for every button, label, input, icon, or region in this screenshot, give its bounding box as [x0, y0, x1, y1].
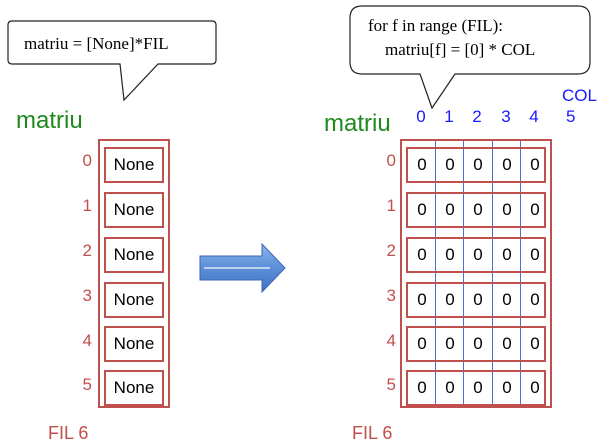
grid-cell: 0 [473, 245, 483, 264]
grid-cell: 0 [445, 290, 455, 309]
col-count: 5 [566, 107, 576, 126]
left-matrix-title: matriu [16, 107, 83, 134]
grid-cell: 0 [417, 378, 427, 397]
right-col-index: 0 [416, 107, 426, 126]
right-bubble-code-line2: matriu[f] = [0] * COL [368, 40, 536, 59]
right-arrow-icon [199, 242, 286, 294]
grid-cell: 0 [445, 200, 455, 219]
left-row-index: 0 [82, 151, 92, 170]
left-row-index: 4 [82, 331, 92, 350]
grid-row [406, 237, 546, 273]
right-matrix-title: matriu [324, 110, 391, 137]
grid-cell: 0 [530, 200, 540, 219]
grid-cell: 0 [473, 290, 483, 309]
right-row-index: 4 [386, 331, 396, 350]
left-row-index: 1 [82, 196, 92, 215]
left-matrix: None None None None None None [98, 139, 170, 408]
left-row-index: 3 [82, 286, 92, 305]
right-fil-label: FIL 6 [352, 423, 393, 443]
grid-cell: 0 [417, 245, 427, 264]
column-divider [435, 141, 436, 406]
grid-cell: 0 [530, 290, 540, 309]
right-col-index: 1 [444, 107, 454, 126]
grid-row [406, 326, 546, 362]
left-cell: None [104, 237, 164, 273]
grid-cell: 0 [445, 334, 455, 353]
grid-cell: 0 [530, 334, 540, 353]
grid-row [406, 192, 546, 228]
grid-cell: 0 [502, 290, 512, 309]
left-cell: None [104, 370, 164, 406]
grid-cell: 0 [473, 155, 483, 174]
column-divider [463, 141, 464, 406]
grid-cell: 0 [473, 334, 483, 353]
right-code-bubble [349, 5, 591, 110]
grid-row [406, 147, 546, 183]
left-cell: None [104, 282, 164, 318]
grid-cell: 0 [530, 155, 540, 174]
grid-cell: 0 [502, 200, 512, 219]
grid-cell: 0 [417, 200, 427, 219]
grid-cell: 0 [530, 245, 540, 264]
right-col-index: 2 [472, 107, 482, 126]
left-row-index: 2 [82, 241, 92, 260]
grid-cell: 0 [417, 290, 427, 309]
grid-row [406, 370, 546, 406]
right-bubble-code-line1: for f in range (FIL): [368, 16, 504, 35]
grid-cell: 0 [502, 245, 512, 264]
grid-cell: 0 [473, 200, 483, 219]
grid-cell: 0 [530, 378, 540, 397]
right-row-index: 5 [386, 375, 396, 394]
grid-cell: 0 [445, 378, 455, 397]
grid-cell: 0 [445, 155, 455, 174]
grid-cell: 0 [502, 334, 512, 353]
right-col-index: 3 [501, 107, 511, 126]
grid-cell: 0 [502, 378, 512, 397]
left-fil-label: FIL 6 [48, 423, 89, 443]
column-divider [520, 141, 521, 406]
grid-cell: 0 [417, 334, 427, 353]
grid-cell: 0 [417, 155, 427, 174]
left-cell: None [104, 147, 164, 183]
left-code-bubble [7, 20, 217, 102]
right-row-index: 0 [386, 151, 396, 170]
grid-cell: 0 [502, 155, 512, 174]
left-bubble-code: matriu = [None]*FIL [24, 34, 169, 53]
column-divider [492, 141, 493, 406]
right-row-index: 2 [386, 241, 396, 260]
grid-cell: 0 [445, 245, 455, 264]
grid-row [406, 282, 546, 318]
right-row-index: 1 [386, 196, 396, 215]
grid-cell: 0 [473, 378, 483, 397]
col-label: COL [562, 86, 597, 105]
right-col-index: 4 [529, 107, 539, 126]
right-row-index: 3 [386, 286, 396, 305]
left-cell: None [104, 326, 164, 362]
left-row-index: 5 [82, 375, 92, 394]
left-cell: None [104, 192, 164, 228]
